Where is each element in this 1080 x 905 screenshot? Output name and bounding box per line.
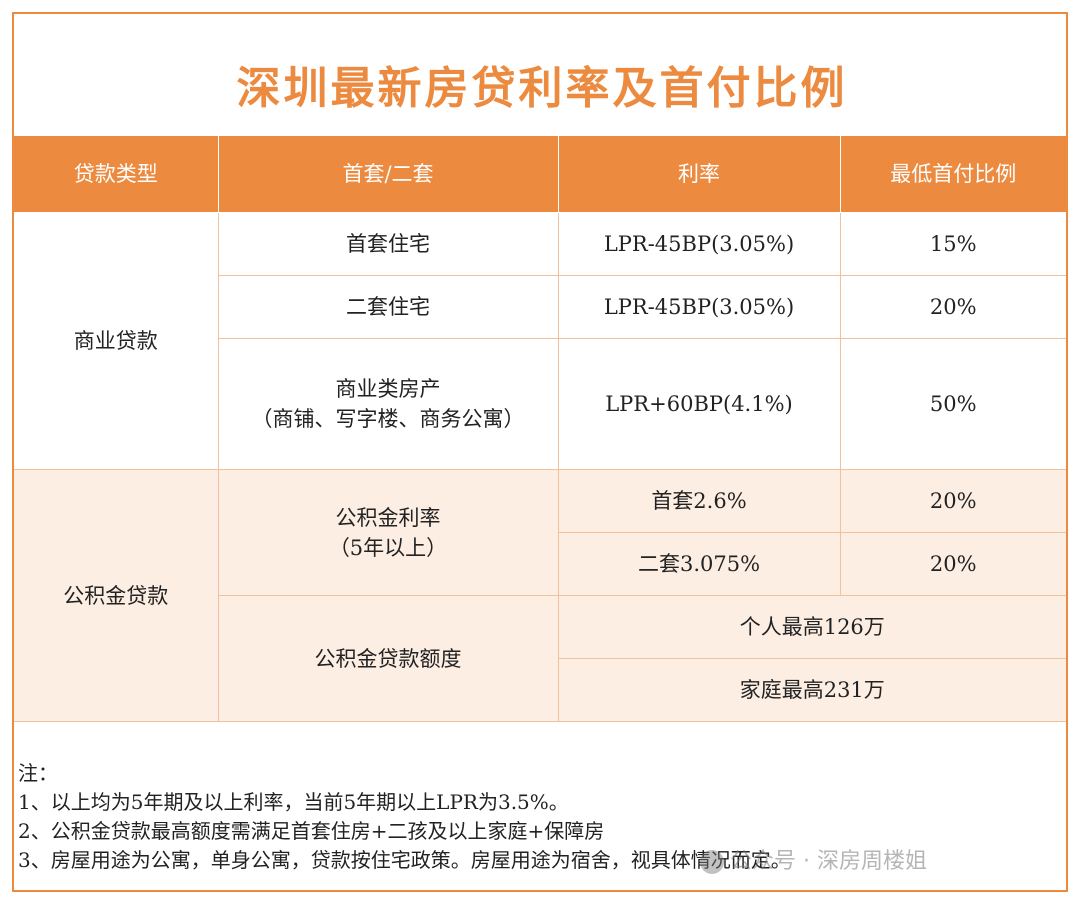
fund-limit-cell: 家庭最高231万 <box>558 658 1066 722</box>
table-row: 商业类房产 （商铺、写字楼、商务公寓） LPR+60BP(4.1%) 50% <box>14 338 1066 470</box>
down-payment-cell: 50% <box>839 338 1066 470</box>
table-frame: 深圳最新房贷利率及首付比例 贷款类型 首套/二套 利率 最低首付比例 商业贷款 … <box>12 12 1068 892</box>
notes-heading: 注： <box>18 761 58 785</box>
kind-cell: 商业类房产 （商铺、写字楼、商务公寓） <box>218 338 559 470</box>
kind-line: （商铺、写字楼、商务公寓） <box>251 407 525 431</box>
header-row: 贷款类型 首套/二套 利率 最低首付比例 <box>14 136 1066 213</box>
notes: 注： 1、以上均为5年期及以上利率，当前5年期以上LPR为3.5%。 2、公积金… <box>18 759 791 875</box>
rate-cell: LPR-45BP(3.05%) <box>557 212 841 276</box>
commercial-loan-cell: 商业贷款 <box>14 212 219 470</box>
down-payment-cell: 15% <box>839 212 1066 276</box>
kind-cell: 首套住宅 <box>217 212 559 276</box>
watermark-text: 公众号 · 深房周楼姐 <box>730 849 927 874</box>
fund-rate-label-line: 公积金利率 <box>335 505 441 530</box>
down-payment-cell: 20% <box>839 469 1066 533</box>
fund-loan-cell: 公积金贷款 <box>14 469 219 722</box>
fund-rate-label-line: （5年以上） <box>328 535 448 560</box>
rate-cell: 二套3.075% <box>558 532 841 596</box>
fund-rate-label-cell: 公积金利率 （5年以上） <box>217 469 559 596</box>
note-item: 1、以上均为5年期及以上利率，当前5年期以上LPR为3.5%。 <box>18 790 569 814</box>
rate-cell: LPR-45BP(3.05%) <box>557 275 841 339</box>
rate-cell: 首套2.6% <box>557 469 841 533</box>
fund-limit-label-cell: 公积金贷款额度 <box>218 595 559 722</box>
table-row: 公积金贷款额度 个人最高126万 <box>14 595 1066 722</box>
header-first-second: 首套/二套 <box>217 136 559 213</box>
kind-cell: 二套住宅 <box>218 275 559 339</box>
rate-cell: LPR+60BP(4.1%) <box>557 338 841 470</box>
wechat-icon <box>700 850 724 874</box>
kind-line: 商业类房产 <box>335 377 441 401</box>
table-row: 二套住宅 LPR-45BP(3.05%) 20% <box>14 275 1066 339</box>
watermark: 公众号 · 深房周楼姐 <box>700 843 927 875</box>
table-row: 二套3.075% 20% <box>14 532 1066 596</box>
note-item: 3、房屋用途为公寓，单身公寓，贷款按住宅政策。房屋用途为宿舍，视具体情况而定。 <box>18 848 791 872</box>
down-payment-cell: 20% <box>839 532 1066 596</box>
header-rate: 利率 <box>557 136 841 213</box>
table-row: 公积金贷款 公积金利率 （5年以上） 首套2.6% 20% <box>14 469 1066 722</box>
page-title: 深圳最新房贷利率及首付比例 <box>236 63 848 114</box>
down-payment-cell: 20% <box>839 275 1066 339</box>
header-loan-type: 贷款类型 <box>14 136 219 213</box>
table-row: 商业贷款 首套住宅 LPR-45BP(3.05%) 15% <box>14 212 1066 470</box>
mortgage-rate-table: 贷款类型 首套/二套 利率 最低首付比例 商业贷款 首套住宅 LPR-45BP(… <box>14 136 1066 722</box>
fund-limit-cell: 个人最高126万 <box>557 595 1066 659</box>
table-row: 家庭最高231万 <box>14 658 1066 722</box>
header-down-payment: 最低首付比例 <box>839 136 1066 213</box>
note-item: 2、公积金贷款最高额度需满足首套住房+二孩及以上家庭+保障房 <box>18 819 605 843</box>
